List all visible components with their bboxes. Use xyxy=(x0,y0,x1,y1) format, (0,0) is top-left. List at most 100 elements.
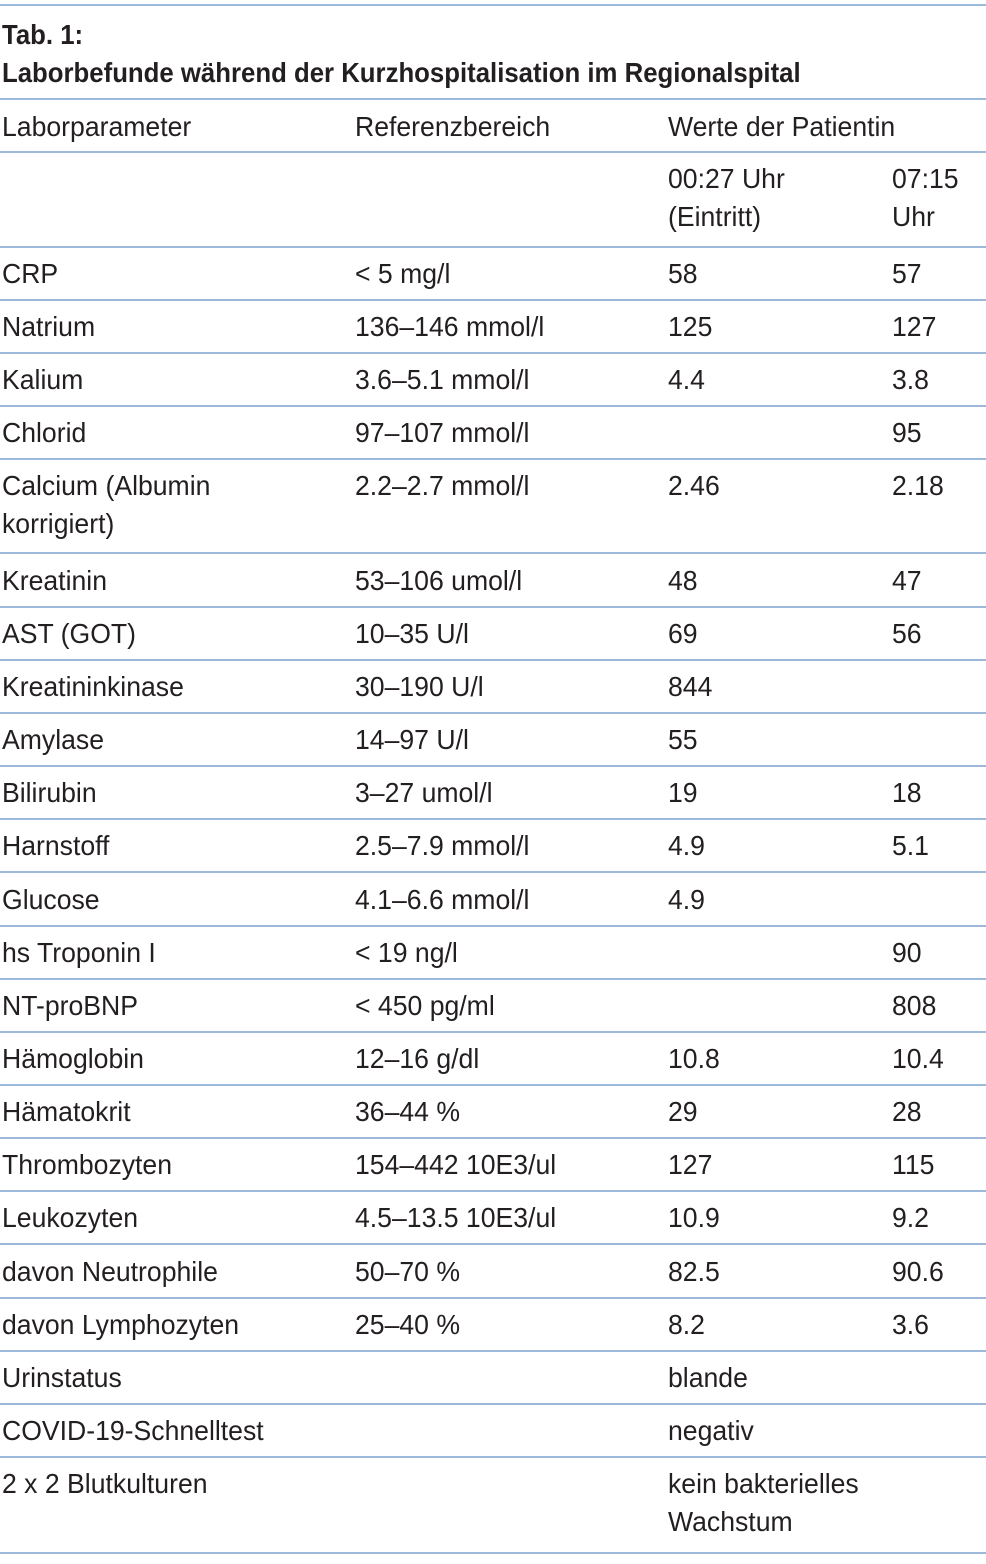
row-parameter: COVID-19-Schnelltest xyxy=(2,1412,264,1450)
row-divider xyxy=(0,871,986,873)
row-value-admission-text: 127 xyxy=(668,1149,713,1180)
row-value-second: 10.4 xyxy=(892,1040,944,1078)
row-parameter: Hämoglobin xyxy=(2,1040,144,1078)
row-reference: 4.5–13.5 10E3/ul xyxy=(355,1199,556,1237)
row-value-second: 56 xyxy=(892,615,922,653)
row-parameter-text: 2 x 2 Blutkulturen xyxy=(2,1468,208,1499)
row-reference-text: < 5 mg/l xyxy=(355,258,451,289)
row-value-admission-text: 4.4 xyxy=(668,364,705,395)
row-reference: 2.5–7.9 mmol/l xyxy=(355,827,529,865)
row-reference-text: < 450 pg/ml xyxy=(355,990,495,1021)
row-value-admission: 10.8 xyxy=(668,1040,720,1078)
row-value-second: 28 xyxy=(892,1093,922,1131)
row-value-admission-text: 19 xyxy=(668,777,698,808)
row-value-admission: 2.46 xyxy=(668,467,720,505)
row-divider xyxy=(0,352,986,354)
row-parameter-text: Urinstatus xyxy=(2,1362,122,1393)
row-parameter-text: Leukozyten xyxy=(2,1202,139,1233)
row-reference: 12–16 g/dl xyxy=(355,1040,479,1078)
row-parameter: Harnstoff xyxy=(2,827,109,865)
row-value-admission: 844 xyxy=(668,668,712,706)
row-reference-text: 2.5–7.9 mmol/l xyxy=(355,830,530,861)
row-value-second: 90 xyxy=(892,934,922,972)
row-value-admission: 82.5 xyxy=(668,1253,720,1291)
row-divider xyxy=(0,458,986,460)
row-value-second: 95 xyxy=(892,414,922,452)
row-reference-text: 14–97 U/l xyxy=(355,724,469,755)
row-value-admission: 125 xyxy=(668,308,712,346)
row-reference-text: 50–70 % xyxy=(355,1256,461,1287)
table-caption: Tab. 1: Laborbefunde während der Kurzhos… xyxy=(2,16,904,92)
row-value-admission-text: 4.9 xyxy=(668,830,705,861)
row-reference: 53–106 umol/l xyxy=(355,562,522,600)
row-parameter: NT-proBNP xyxy=(2,987,138,1025)
row-value-admission-text-line2: Wachstum xyxy=(668,1506,793,1537)
header-time-second-line2: Uhr xyxy=(892,201,935,232)
row-divider xyxy=(0,1552,986,1554)
row-reference-text: 97–107 mmol/l xyxy=(355,417,530,448)
row-reference-text: 4.5–13.5 10E3/ul xyxy=(355,1202,557,1233)
row-reference-text: 3–27 umol/l xyxy=(355,777,493,808)
row-divider xyxy=(0,405,986,407)
row-parameter: AST (GOT) xyxy=(2,615,136,653)
row-reference: 136–146 mmol/l xyxy=(355,308,544,346)
row-value-admission-text: 125 xyxy=(668,311,713,342)
table-top-rule xyxy=(0,4,986,6)
row-parameter-text: davon Lymphozyten xyxy=(2,1309,240,1340)
row-reference-text: 36–44 % xyxy=(355,1096,461,1127)
row-divider xyxy=(0,606,986,608)
caption-label: Tab. 1: xyxy=(2,19,84,50)
subheader-rule xyxy=(0,246,986,248)
row-parameter-text: AST (GOT) xyxy=(2,618,136,649)
row-value-second-text: 808 xyxy=(892,990,937,1021)
row-parameter-text: CRP xyxy=(2,258,59,289)
row-value-second-text: 127 xyxy=(892,311,937,342)
header-reference: Referenzbereich xyxy=(355,111,551,142)
row-value-second-text: 2.18 xyxy=(892,470,944,501)
row-divider xyxy=(0,1297,986,1299)
row-reference-text: 12–16 g/dl xyxy=(355,1043,480,1074)
row-reference: 30–190 U/l xyxy=(355,668,484,706)
row-parameter-text: Natrium xyxy=(2,311,96,342)
header-values: Werte der Patientin xyxy=(668,111,896,142)
row-parameter-text: Calcium (Albumin xyxy=(2,470,211,501)
row-reference-text: 30–190 U/l xyxy=(355,671,484,702)
row-divider xyxy=(0,1031,986,1033)
row-reference: 97–107 mmol/l xyxy=(355,414,529,452)
row-parameter: Bilirubin xyxy=(2,774,97,812)
row-parameter: davon Lymphozyten xyxy=(2,1306,239,1344)
row-parameter-text: Amylase xyxy=(2,724,105,755)
row-reference-text: 10–35 U/l xyxy=(355,618,469,649)
row-value-admission-text: 55 xyxy=(668,724,698,755)
row-divider xyxy=(0,1190,986,1192)
row-parameter: CRP xyxy=(2,255,58,293)
row-value-second-text: 9.2 xyxy=(892,1202,929,1233)
row-reference: < 19 ng/l xyxy=(355,934,458,972)
row-value-second-text: 56 xyxy=(892,618,922,649)
row-parameter-text: Thrombozyten xyxy=(2,1149,173,1180)
row-reference-text: 4.1–6.6 mmol/l xyxy=(355,884,530,915)
row-reference: 14–97 U/l xyxy=(355,721,469,759)
row-value-admission-text: 48 xyxy=(668,565,698,596)
row-parameter: Glucose xyxy=(2,881,100,919)
row-value-admission-text: 2.46 xyxy=(668,470,720,501)
header-time-admission: 00:27 Uhr (Eintritt) xyxy=(668,160,785,236)
row-parameter-text: hs Troponin I xyxy=(2,937,156,968)
row-reference-text: 136–146 mmol/l xyxy=(355,311,545,342)
row-parameter-text: davon Neutrophile xyxy=(2,1256,218,1287)
row-value-second-text: 90 xyxy=(892,937,922,968)
row-value-second: 9.2 xyxy=(892,1199,929,1237)
caption-title: Laborbefunde während der Kurzhospitalisa… xyxy=(2,57,801,88)
row-value-admission-text: 58 xyxy=(668,258,698,289)
row-reference: 3–27 umol/l xyxy=(355,774,493,812)
row-value-admission-text: blande xyxy=(668,1362,748,1393)
row-value-admission-text: 10.9 xyxy=(668,1202,720,1233)
row-value-admission-text: negativ xyxy=(668,1415,754,1446)
row-value-admission: 19 xyxy=(668,774,698,812)
row-value-admission: 69 xyxy=(668,615,698,653)
row-value-second: 3.8 xyxy=(892,361,929,399)
row-value-second: 115 xyxy=(892,1146,934,1184)
row-divider xyxy=(0,1243,986,1245)
row-parameter: Kalium xyxy=(2,361,83,399)
row-value-second: 3.6 xyxy=(892,1306,929,1344)
